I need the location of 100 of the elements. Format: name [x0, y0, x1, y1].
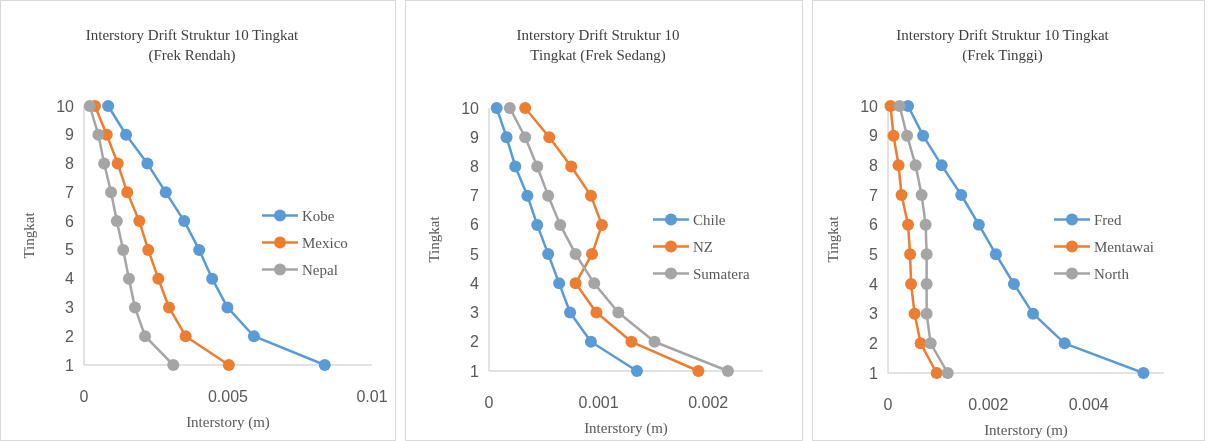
point [920, 248, 933, 261]
point [887, 129, 900, 142]
point [133, 215, 146, 228]
point [941, 367, 954, 379]
x-tick-label: 0.001 [578, 394, 619, 411]
point [924, 337, 937, 350]
y-tick-label: 7 [65, 183, 75, 201]
point [915, 189, 928, 201]
chart-title: Interstory Drift Struktur 10 Tingkat (Frek Tinggi) [896, 27, 1110, 64]
point [121, 186, 134, 199]
y-tick-label: 4 [470, 274, 480, 292]
point [901, 129, 914, 142]
point [920, 278, 933, 290]
point [1027, 307, 1040, 320]
point [902, 218, 915, 231]
y-tick-label: 7 [869, 186, 879, 204]
y-tick-label: 1 [869, 364, 879, 382]
x-tick-label: 0.004 [1068, 396, 1109, 413]
y-axis-title: Tingkat [21, 211, 37, 259]
point [569, 277, 582, 290]
point [542, 248, 555, 261]
x-tick-label: 0 [484, 394, 494, 411]
point [721, 365, 734, 377]
x-tick-label: 0.01 [356, 388, 388, 405]
point [625, 335, 638, 348]
y-tick-label: 5 [869, 245, 879, 263]
y-tick-label: 10 [461, 99, 480, 117]
point [630, 365, 643, 377]
point [247, 330, 260, 343]
point [318, 359, 331, 371]
point [503, 102, 516, 114]
point [909, 159, 922, 172]
point [920, 307, 933, 320]
point [564, 306, 577, 319]
point [612, 306, 625, 319]
y-tick-label: 6 [65, 212, 75, 230]
point [908, 307, 921, 320]
point [935, 159, 948, 172]
point [895, 189, 908, 201]
point [1058, 337, 1071, 350]
point [584, 189, 597, 202]
y-tick-label: 7 [470, 187, 480, 205]
y-tick-label: 1 [470, 362, 480, 380]
y-tick-label: 2 [65, 327, 75, 345]
point [105, 186, 118, 199]
point [120, 128, 133, 141]
y-tick-label: 10 [860, 97, 879, 115]
point [178, 215, 191, 228]
legend-label: Chile [693, 211, 726, 228]
point [930, 367, 943, 379]
legend-label: Mentawai [1094, 238, 1154, 255]
point [110, 215, 123, 228]
y-tick-label: 1 [65, 356, 75, 374]
chart-title: Interstory Drift Struktur 10 Tingkat (Frek Sedang) [516, 27, 680, 64]
point [531, 218, 544, 231]
y-tick-label: 2 [869, 334, 879, 352]
point [521, 189, 534, 202]
point [584, 335, 597, 348]
y-tick-label: 4 [65, 270, 75, 288]
point [519, 102, 532, 114]
point [588, 277, 601, 290]
point [98, 157, 111, 170]
y-tick-label: 3 [869, 305, 879, 323]
x-tick-label: 0.002 [968, 396, 1009, 413]
point [152, 272, 165, 285]
point [141, 157, 154, 170]
legend-label: North [1094, 265, 1130, 282]
x-tick-label: 0 [883, 396, 893, 413]
point [500, 131, 513, 144]
point [648, 335, 661, 348]
point [543, 131, 556, 144]
point [892, 159, 905, 172]
point [142, 243, 155, 256]
y-tick-label: 2 [470, 333, 480, 351]
y-tick-label: 6 [470, 216, 480, 234]
y-tick-label: 8 [470, 158, 480, 176]
point [893, 100, 906, 112]
legend-label: Kobe [302, 207, 335, 224]
point [83, 100, 96, 112]
y-axis-title: Tingkat [825, 215, 841, 263]
point [692, 365, 705, 377]
point [595, 218, 608, 231]
y-tick-label: 9 [869, 127, 879, 145]
x-axis-title: Interstory (m) [584, 420, 668, 437]
point [222, 359, 235, 371]
legend-label: Fred [1094, 211, 1122, 228]
point [1137, 367, 1150, 379]
x-tick-label: 0 [79, 388, 89, 405]
y-tick-label: 6 [869, 216, 879, 234]
point [553, 277, 566, 290]
point [111, 157, 124, 170]
point [509, 160, 522, 173]
chart-title: Interstory Drift Struktur 10 Tingkat (Frek Rendah) [85, 27, 300, 64]
point [206, 272, 219, 285]
y-tick-label: 8 [65, 155, 75, 173]
point [542, 189, 555, 202]
y-tick-label: 5 [65, 241, 75, 259]
point [159, 186, 172, 199]
point [193, 243, 206, 256]
legend-label: Sumatera [693, 265, 750, 282]
